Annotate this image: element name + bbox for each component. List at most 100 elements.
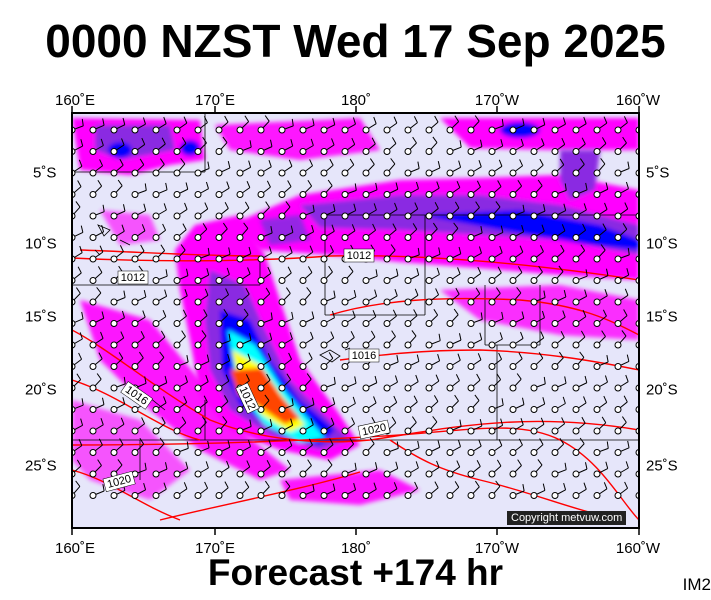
wind-station-marker <box>110 126 118 134</box>
wind-station-marker <box>89 148 97 155</box>
wind-station-marker <box>530 169 538 177</box>
wind-barb-feather <box>142 310 146 318</box>
wind-barb-feather <box>606 355 609 363</box>
wind-station-marker <box>110 427 118 435</box>
wind-barb-feather <box>437 354 441 362</box>
wind-station-marker <box>215 320 223 327</box>
wind-barb-feather <box>181 137 187 144</box>
wind-station-marker <box>446 126 454 134</box>
wind-station-marker <box>278 341 286 349</box>
wind-station-marker <box>152 126 160 134</box>
wind-station-marker <box>341 341 349 349</box>
wind-barb-feather <box>623 116 628 123</box>
wind-station-marker <box>425 277 433 284</box>
wind-barb-feather <box>579 437 585 445</box>
wind-barb-feather <box>78 159 83 167</box>
wind-station-marker <box>467 406 475 413</box>
wind-barb-feather <box>80 418 84 426</box>
wind-station-marker <box>173 341 181 349</box>
wind-station-marker <box>278 363 286 370</box>
wind-station-marker <box>383 191 391 198</box>
wind-barb-feather <box>204 202 209 210</box>
wind-barb-feather <box>291 311 294 319</box>
wind-station-marker <box>425 212 433 220</box>
wind-barb-feather <box>646 375 649 381</box>
wind-station-marker <box>194 470 202 478</box>
wind-barb-feather <box>372 223 377 231</box>
wind-barb-feather <box>581 416 586 424</box>
wind-barb-feather <box>413 309 418 316</box>
wind-station-marker <box>425 320 433 327</box>
wind-barb-feather <box>560 244 565 252</box>
wind-barb-feather <box>141 137 146 145</box>
wind-barb-feather <box>204 288 209 296</box>
wind-barb-shaft <box>638 365 639 367</box>
wind-barb-feather <box>327 179 333 187</box>
wind-barb-feather <box>457 353 461 361</box>
wind-barb-feather <box>648 161 650 168</box>
wind-station-marker <box>404 169 412 177</box>
wind-station-marker <box>299 492 307 499</box>
wind-barb-feather <box>327 459 333 466</box>
wind-station-marker <box>446 298 454 306</box>
wind-station-marker <box>257 148 265 155</box>
wind-barb-feather <box>560 330 565 338</box>
wind-station-marker <box>236 148 244 155</box>
wind-barb-feather <box>184 202 188 210</box>
wind-barb-feather <box>627 161 630 169</box>
wind-barb-shaft <box>638 430 639 431</box>
wind-station-marker <box>467 212 475 220</box>
wind-station-marker <box>89 449 97 456</box>
wind-barb-feather <box>352 310 356 318</box>
wind-barb-feather <box>159 437 165 445</box>
wind-station-marker <box>215 277 223 284</box>
wind-barb-feather <box>600 158 606 165</box>
wind-barb-feather <box>163 116 167 124</box>
wind-barb-feather <box>584 289 588 297</box>
wind-barb-feather <box>76 459 82 467</box>
wind-barb-feather <box>497 266 502 274</box>
wind-barb-feather <box>183 482 188 489</box>
wind-barb-feather <box>184 375 188 383</box>
wind-barb-feather <box>328 352 334 359</box>
wind-station-marker <box>320 191 328 198</box>
wind-barb-feather <box>309 245 314 253</box>
wind-barb-feather <box>144 376 147 384</box>
wind-station-marker <box>278 470 286 478</box>
wind-barb-feather <box>434 481 439 489</box>
wind-barb-feather <box>517 266 523 273</box>
wind-station-marker <box>467 363 475 370</box>
wind-barb-feather <box>160 244 166 251</box>
wind-barb-feather <box>601 416 607 424</box>
wind-barb-shaft <box>638 344 639 345</box>
wind-station-marker <box>362 341 370 349</box>
wind-barb-feather <box>354 183 357 191</box>
wind-station-marker <box>467 492 475 499</box>
wind-barb-feather <box>77 180 82 187</box>
wind-station-marker <box>152 298 160 306</box>
wind-station-marker <box>593 427 601 435</box>
wind-station-marker <box>257 169 265 177</box>
wind-barb-feather <box>645 482 648 488</box>
wind-station-marker <box>425 169 433 177</box>
wind-barb-feather <box>140 244 145 252</box>
wind-barb-shaft <box>638 129 639 130</box>
wind-station-marker <box>89 320 97 327</box>
wind-station-marker <box>614 427 622 435</box>
wind-station-marker <box>425 492 433 499</box>
wind-barb-feather <box>352 396 356 404</box>
wind-barb-feather <box>474 115 480 122</box>
wind-barb-feather <box>98 438 103 446</box>
wind-barb-feather <box>78 438 83 446</box>
wind-barb-feather <box>138 351 144 359</box>
wind-barb-feather <box>562 310 566 318</box>
wind-station-marker <box>320 169 328 177</box>
wind-barb-feather <box>455 287 460 295</box>
wind-barb-feather <box>392 223 397 231</box>
wind-barb-feather <box>520 331 524 339</box>
wind-barb-feather <box>579 158 585 165</box>
wind-station-marker <box>446 191 454 198</box>
wind-station-marker <box>320 320 328 327</box>
wind-barb-shaft <box>638 322 639 324</box>
wind-station-marker <box>572 427 580 435</box>
